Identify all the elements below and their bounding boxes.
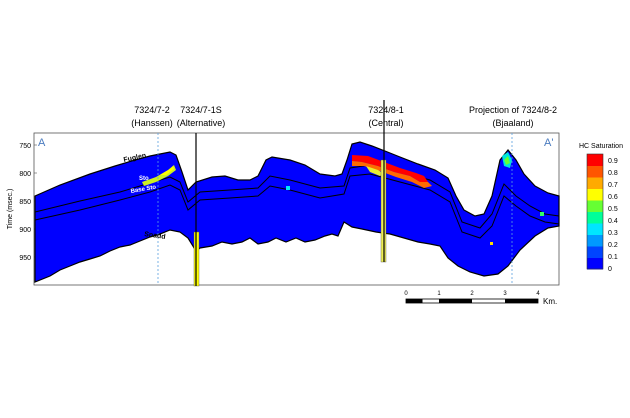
scale-segment <box>505 299 538 303</box>
hc-anomaly-central-low <box>366 166 384 176</box>
scale-tick-label: 0 <box>404 291 408 297</box>
well-labels: 7324/7-2 (Hanssen) 7324/7-1S (Alternativ… <box>131 105 557 128</box>
y-axis-label: Time (msec.) <box>7 189 14 230</box>
well-label-7324-7-2-sub: (Hanssen) <box>131 118 173 128</box>
colorbar-frame <box>586 153 604 270</box>
reservoir-body <box>34 141 560 283</box>
well-label-7324-8-1-sub: (Central) <box>368 118 403 128</box>
y-tick-label: 950 <box>19 255 31 262</box>
well-label-7324-7-1s-sub: (Alternative) <box>177 118 226 128</box>
wells <box>157 100 513 287</box>
horizon-label-fuglen: Fuglen <box>123 152 147 164</box>
horizon-sto <box>34 164 560 229</box>
horizon-label-snadd: Snadd <box>144 231 166 241</box>
colorbar-label: 0.1 <box>608 254 618 261</box>
y-tick-label: 800 <box>19 171 31 178</box>
colorbar-label: 0.4 <box>608 218 618 225</box>
section-start-label: A <box>38 137 46 149</box>
hc-spot <box>286 186 290 190</box>
colorbar-swatch <box>587 211 603 224</box>
hc-spot <box>540 212 544 216</box>
scale-unit-label: Km. <box>543 297 557 306</box>
well-label-7324-8-2-sub: (Bjaaland) <box>492 118 533 128</box>
colorbar: HC Saturation 0.9 0.8 0.7 0.6 0.5 0.4 0.… <box>579 143 623 273</box>
scale-segment <box>406 299 423 303</box>
colorbar-swatch <box>587 154 603 166</box>
scale-tick-label: 3 <box>503 291 507 297</box>
y-tick-label: 750 <box>19 143 31 150</box>
well-label-7324-8-2: Projection of 7324/8-2 <box>469 105 557 115</box>
scale-bar: 0 1 2 3 4 Km. <box>404 291 557 306</box>
colorbar-swatch <box>587 177 603 189</box>
y-axis: Time (msec.) 750 800 850 900 950 <box>7 143 37 262</box>
horizon-label-sto: Sto <box>139 176 149 182</box>
well-label-7324-7-2: 7324/7-2 <box>134 105 170 115</box>
well-label-7324-7-1s: 7324/7-1S <box>180 105 222 115</box>
well-label-7324-8-1: 7324/8-1 <box>368 105 404 115</box>
colorbar-label: 0.6 <box>608 194 618 201</box>
colorbar-swatch <box>587 188 603 201</box>
colorbar-swatch <box>587 165 603 178</box>
colorbar-swatch <box>587 223 603 235</box>
hc-spot <box>490 242 493 245</box>
hc-anomaly-hanssen <box>142 165 176 186</box>
hc-anomaly-central <box>352 155 428 182</box>
colorbar-label: 0.7 <box>608 182 618 189</box>
colorbar-swatch <box>587 234 603 247</box>
colorbar-label: 0.9 <box>608 158 618 165</box>
colorbar-label: 0 <box>608 266 612 273</box>
colorbar-label: 0.5 <box>608 206 618 213</box>
scale-tick-label: 1 <box>437 291 441 297</box>
hc-anomaly-hanssen-yellow <box>160 166 174 175</box>
y-tick-label: 900 <box>19 227 31 234</box>
scale-tick-label: 4 <box>536 291 540 297</box>
colorbar-label: 0.8 <box>608 170 618 177</box>
y-tick-label: 850 <box>19 199 31 206</box>
horizon-labels: Fuglen Sto Base Sto Snadd <box>123 152 166 241</box>
horizon-label-base-sto: Base Sto <box>130 185 157 195</box>
hc-anomalies <box>142 152 544 245</box>
colorbar-swatch <box>587 200 603 212</box>
scale-tick-label: 2 <box>470 291 474 297</box>
colorbar-swatch <box>587 257 603 270</box>
colorbar-label: 0.2 <box>608 242 618 249</box>
scale-segment <box>439 299 472 303</box>
hc-anomaly-bjaaland-core <box>504 156 510 165</box>
horizon-lines <box>34 164 560 239</box>
colorbar-swatch <box>587 246 603 258</box>
horizon-base-sto <box>34 173 560 239</box>
colorbar-title: HC Saturation <box>579 143 623 150</box>
colorbar-label: 0.3 <box>608 230 618 237</box>
hc-anomaly-central-edge <box>352 161 432 188</box>
section-end-label: A' <box>544 137 553 149</box>
